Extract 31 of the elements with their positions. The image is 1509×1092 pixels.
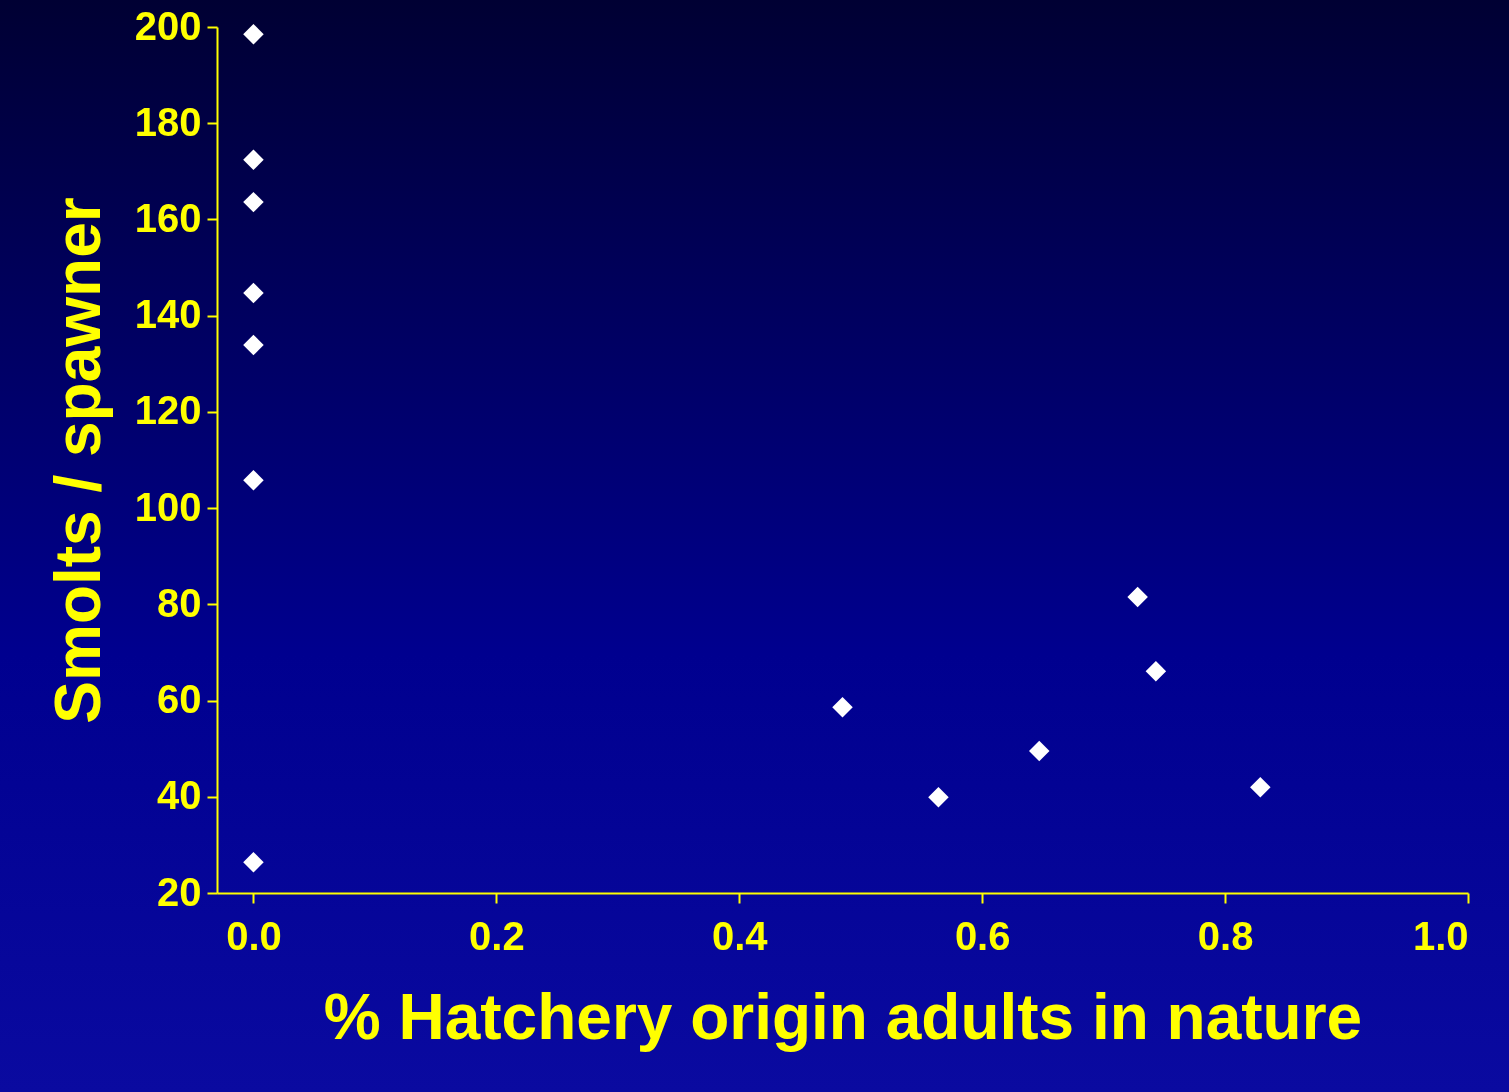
y-tick-label: 140 <box>134 292 202 337</box>
point <box>1029 740 1050 762</box>
y-tick-label: 20 <box>157 869 202 914</box>
point <box>243 282 264 304</box>
point <box>243 469 264 491</box>
point <box>832 697 853 718</box>
point <box>928 787 949 808</box>
point <box>1250 776 1271 798</box>
point <box>243 23 264 45</box>
y-tick-label: 40 <box>157 773 202 818</box>
x-tick-label: 0.8 <box>1197 913 1254 958</box>
y-tick-label: 180 <box>134 99 202 144</box>
point <box>243 334 264 356</box>
y-axis-title: Smolts / spawner <box>41 197 114 724</box>
point <box>1145 660 1167 682</box>
x-tick-label: 0.0 <box>226 913 282 958</box>
point <box>1127 586 1148 608</box>
point <box>243 851 264 873</box>
x-tick-label: 0.4 <box>711 913 769 958</box>
x-axis-title: % Hatchery origin adults in nature <box>323 980 1363 1053</box>
point <box>243 149 264 171</box>
y-tick-label: 120 <box>134 388 202 433</box>
x-tick-label: 1.0 <box>1412 913 1469 958</box>
y-tick-label: 100 <box>134 484 202 529</box>
x-tick-label: 0.2 <box>469 913 525 958</box>
y-tick-label: 160 <box>134 195 202 240</box>
y-tick-label: 80 <box>157 580 202 625</box>
x-tick-label: 0.6 <box>954 913 1011 958</box>
point <box>243 191 264 213</box>
y-tick-label: 200 <box>134 3 202 48</box>
y-tick-label: 60 <box>157 677 202 722</box>
